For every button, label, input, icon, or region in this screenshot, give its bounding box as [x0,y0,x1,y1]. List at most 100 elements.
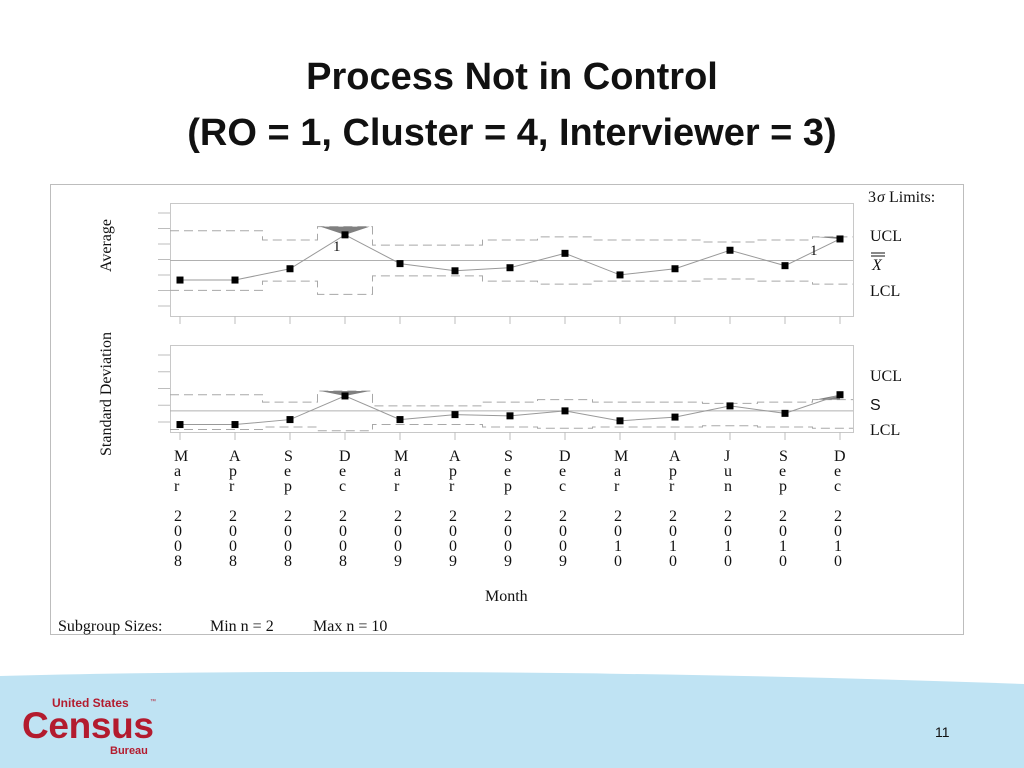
page-number: 11 [935,724,950,740]
x-tick-label-year: 0 [559,523,567,540]
x-tick-label-year: 2 [394,508,402,525]
x-tick-label-year: 8 [174,553,182,570]
x-tick-label-year: 0 [559,538,567,555]
average-data-point [341,231,349,239]
stddev-data-point [726,402,734,410]
x-tick-label-year: 9 [504,553,512,570]
average-data-point [781,262,789,270]
x-tick-label-month: D [339,448,351,465]
chart-frame [50,184,964,635]
x-tick-label-year: 9 [449,553,457,570]
average-exceed-shade [815,236,840,239]
average-data-point [231,276,239,284]
x-tick-label-month: u [724,463,732,480]
subgroup-sizes-label: Subgroup Sizes: [58,618,162,635]
average-ucl-label: UCL [870,228,902,245]
logo-line-1: United States [52,696,129,710]
slide-title-line-1: Process Not in Control [306,56,718,98]
average-exceed-shade [320,226,370,235]
limits-header-suffix: Limits: [889,189,935,206]
average-flag-label: 1 [333,239,341,255]
x-tick-label-month: p [779,478,787,495]
stddev-data-point [616,417,624,425]
x-tick-label-year: 0 [339,523,347,540]
x-tick-label-year: 0 [779,523,787,540]
x-tick-label-month: n [724,478,732,495]
stddev-data-point [341,392,349,400]
slide-title-line-2: (RO = 1, Cluster = 4, Interviewer = 3) [187,112,837,154]
x-tick-label-month: M [614,448,628,465]
average-data-point [286,265,294,273]
x-tick-label-month: D [559,448,571,465]
average-ucl-line [170,226,853,246]
x-tick-label-month: M [174,448,188,465]
x-tick-label-year: 0 [174,523,182,540]
x-tick-label-month: e [834,463,841,480]
x-tick-label-year: 2 [339,508,347,525]
x-tick-label-year: 9 [559,553,567,570]
x-tick-label-year: 2 [669,508,677,525]
x-tick-label-year: 0 [834,523,842,540]
x-tick-label-year: 9 [394,553,402,570]
x-tick-label-year: 0 [504,523,512,540]
stddev-ucl-label: UCL [870,368,902,385]
x-axis-label: Month [485,588,528,605]
stddev-y-label: Standard Deviation [98,332,115,456]
average-data-point [616,271,624,279]
x-tick-label-month: r [449,478,455,495]
x-tick-label-year: 2 [174,508,182,525]
x-tick-label-month: e [504,463,511,480]
average-y-label: Average [98,219,115,272]
x-tick-label-month: r [174,478,180,495]
x-tick-label-year: 1 [669,538,677,555]
x-tick-label-year: 2 [229,508,237,525]
average-data-point [671,265,679,273]
stddev-data-point [231,421,239,429]
x-tick-label-month: e [779,463,786,480]
stddev-exceed-shade [815,394,840,400]
x-tick-label-year: 8 [284,553,292,570]
average-xbar-label: X [871,257,883,274]
stddev-lcl-line [170,424,853,432]
logo-line-2: Census [22,705,154,746]
x-tick-label-month: p [449,463,457,480]
average-data-point [561,249,569,257]
stddev-data-point [506,412,514,420]
x-tick-label-year: 0 [724,553,732,570]
x-tick-label-month: e [559,463,566,480]
x-tick-label-year: 0 [614,523,622,540]
stddev-data-point [451,411,459,419]
x-tick-label-year: 0 [669,523,677,540]
x-tick-label-month: J [724,448,730,465]
x-tick-label-year: 2 [449,508,457,525]
x-tick-label-year: 0 [669,553,677,570]
x-tick-label-month: c [559,478,566,495]
subgroup-min-n: Min n = 2 [210,618,274,635]
average-data-point [396,260,404,268]
logo-line-3: Bureau [110,745,148,757]
x-tick-label-year: 1 [779,538,787,555]
stddev-data-point [561,407,569,415]
average-series-line [180,234,841,281]
census-logo-art: United States ™ Census Bureau [22,696,156,757]
x-tick-label-year: 0 [449,523,457,540]
x-tick-label-month: S [504,448,513,465]
x-tick-label-month: p [229,463,237,480]
x-tick-label-year: 8 [229,553,237,570]
x-tick-label-year: 1 [614,538,622,555]
stddev-data-point [836,391,844,399]
census-logo: United States ™ Census Bureau [22,694,172,758]
stddev-lcl-label: LCL [870,422,900,439]
x-tick-label-month: c [834,478,841,495]
stddev-data-point [671,413,679,421]
stddev-data-point [781,409,789,417]
stddev-panel-box [170,345,854,433]
x-tick-label-year: 0 [394,538,402,555]
x-tick-label-year: 0 [229,523,237,540]
footer-wave [0,671,1024,768]
x-tick-label-year: 1 [834,538,842,555]
x-tick-label-year: 0 [779,553,787,570]
x-tick-label-year: 1 [724,538,732,555]
x-tick-label-year: 2 [724,508,732,525]
